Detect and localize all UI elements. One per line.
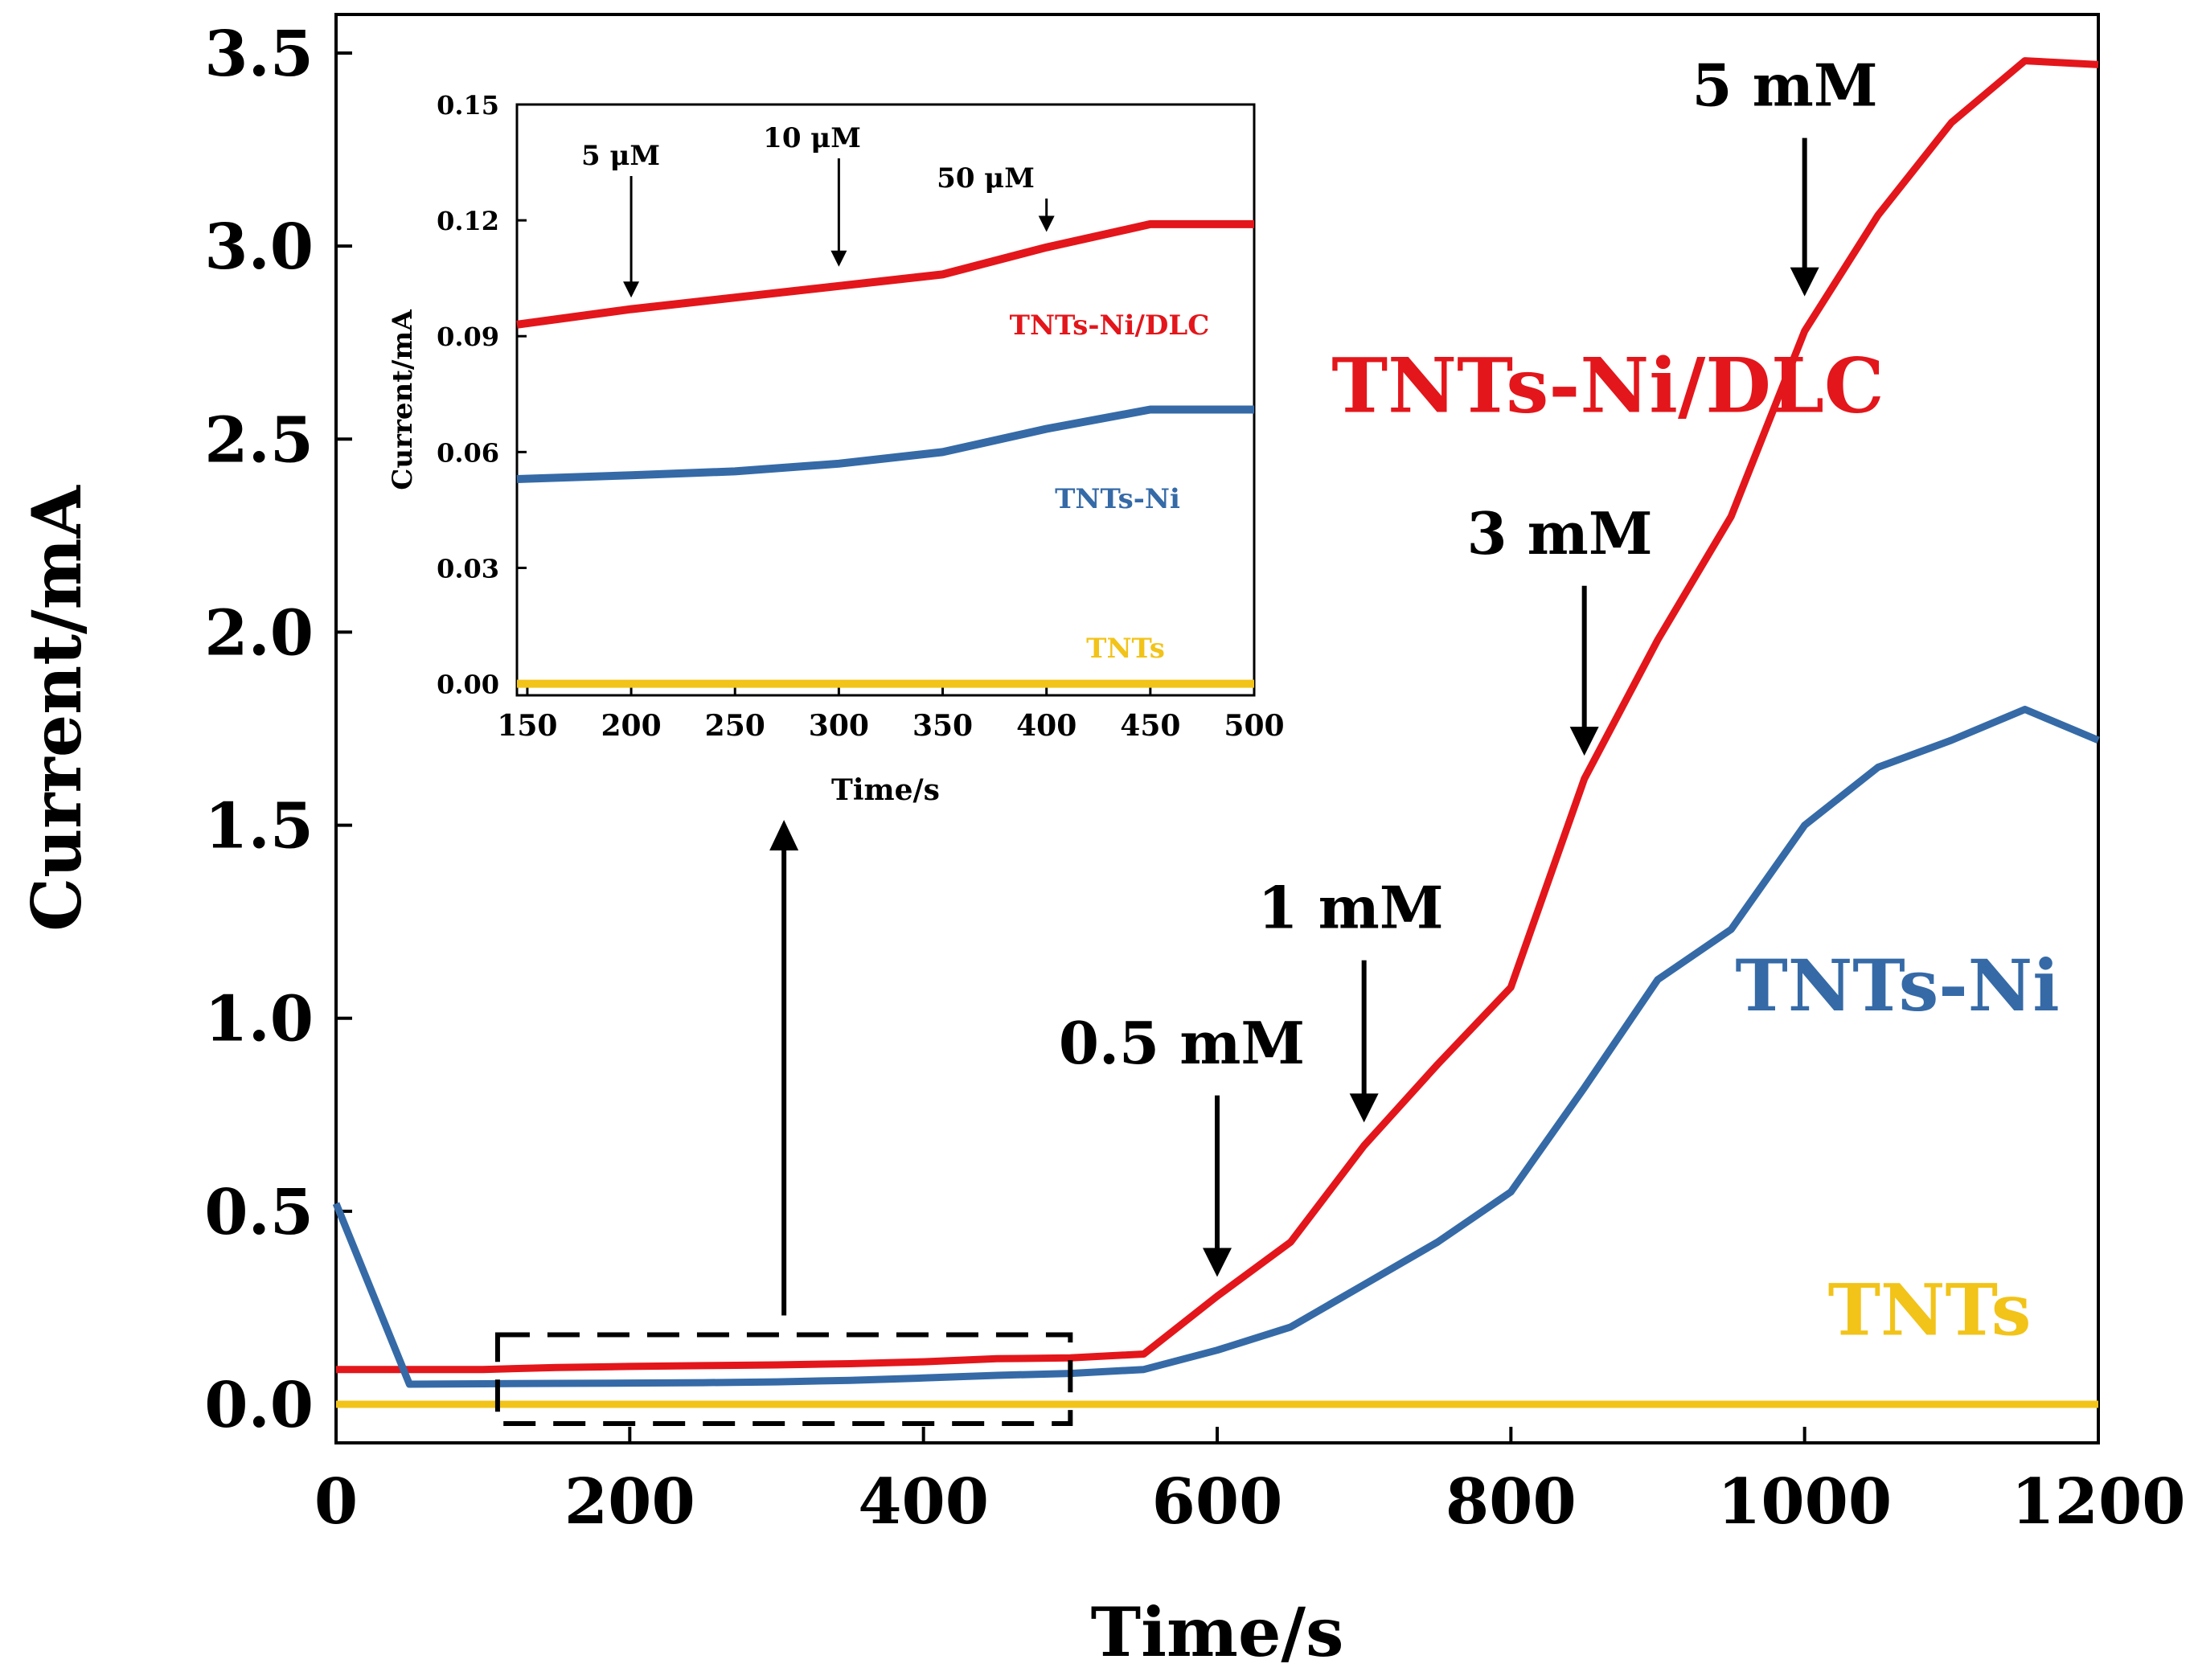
main-annotation-label: 1 mM xyxy=(1257,874,1443,942)
zoom-arrow-head xyxy=(769,820,799,850)
zoom-box xyxy=(494,1332,1073,1426)
inset-y-tick-label: 0.00 xyxy=(437,670,499,700)
main-y-tick-label: 0.0 xyxy=(204,1369,314,1442)
main-series-line-tnts_ni xyxy=(332,706,2100,1388)
main-x-tick-label: 600 xyxy=(1152,1465,1283,1539)
main-x-tick-label: 400 xyxy=(858,1465,989,1539)
inset-x-tick-label: 200 xyxy=(601,709,661,743)
main-x-tick-label: 0 xyxy=(314,1465,358,1539)
inset-y-tick-label: 0.15 xyxy=(437,90,499,121)
main-plot: 0 200 400 600 800 1000 1200 0.0 0.5 1.0 1.5 2.0 2.5 3… xyxy=(17,13,2186,1672)
main-annotation-label: 5 mM xyxy=(1692,51,1877,120)
main-annotation-label: 0.5 mM xyxy=(1059,1009,1305,1077)
main-x-axis-label: Time/s xyxy=(1091,1592,1344,1672)
inset-series-label: TNTs-Ni/DLC xyxy=(1010,309,1210,342)
inset-annotation-label: 50 μM xyxy=(937,162,1035,195)
inset-plot: 150 200 250 300 350 400 450 500 0.00 0.03 0.06 0.09… xyxy=(387,90,1285,807)
inset-y-tick-label: 0.03 xyxy=(437,553,499,584)
main-y-tick-label: 3.0 xyxy=(204,211,314,284)
main-y-tick-label: 0.5 xyxy=(204,1176,314,1249)
main-x-tick-label: 200 xyxy=(564,1465,695,1539)
inset-annotation-label: 5 μM xyxy=(581,140,660,172)
main-annotation-arrow-head xyxy=(1790,267,1819,297)
main-series-label: TNTs xyxy=(1828,1268,2032,1352)
inset-annotation-arrow-head xyxy=(1038,215,1055,232)
main-annotation-arrow-head xyxy=(1203,1248,1232,1277)
main-y-tick-label: 1.0 xyxy=(204,983,314,1056)
inset-x-tick-label: 450 xyxy=(1120,709,1180,743)
inset-x-tick-label: 350 xyxy=(912,709,973,743)
main-y-axis-label: Current/mA xyxy=(17,484,96,931)
inset-series-line-tnts_ni xyxy=(516,405,1254,483)
inset-y-tick-label: 0.06 xyxy=(437,437,499,468)
main-annotation-arrow-head xyxy=(1349,1093,1379,1123)
main-y-tick-label: 2.5 xyxy=(204,404,314,477)
main-series-label: TNTs-Ni/DLC xyxy=(1331,342,1884,431)
main-annotation-label: 3 mM xyxy=(1466,499,1652,568)
inset-y-tick-label: 0.09 xyxy=(437,322,499,352)
main-x-tick-label: 1000 xyxy=(1717,1465,1892,1539)
main-x-tick-label: 800 xyxy=(1446,1465,1577,1539)
inset-series-label: TNTs-Ni xyxy=(1055,483,1180,515)
main-series-label: TNTs-Ni xyxy=(1735,944,2059,1027)
inset-series-label: TNTs xyxy=(1086,633,1165,665)
inset-x-tick-label: 400 xyxy=(1016,709,1076,743)
main-series-line-tnts_ni_dlc xyxy=(336,57,2099,1374)
inset-x-tick-label: 300 xyxy=(809,709,869,743)
main-annotation-arrow-head xyxy=(1569,727,1599,756)
inset-annotation-arrow-head xyxy=(623,281,640,298)
inset-annotation-label: 10 μM xyxy=(763,122,861,154)
inset-x-tick-label: 250 xyxy=(705,709,765,743)
inset-x-axis-label: Time/s xyxy=(831,773,940,807)
inset-series-line-tnts_ni_dlc xyxy=(516,219,1254,329)
inset-y-tick-label: 0.12 xyxy=(437,206,499,236)
inset-y-axis-label: Current/mA xyxy=(387,309,419,490)
main-y-tick-label: 1.5 xyxy=(204,790,314,863)
inset-x-tick-label: 150 xyxy=(497,709,557,743)
inset-x-tick-label: 500 xyxy=(1224,709,1284,743)
main-y-tick-label: 2.0 xyxy=(204,596,314,670)
main-x-tick-label: 1200 xyxy=(2011,1465,2185,1539)
inset-plot-frame xyxy=(515,103,1256,697)
inset-annotation-arrow-head xyxy=(830,250,847,267)
main-y-tick-label: 3.5 xyxy=(204,18,314,91)
